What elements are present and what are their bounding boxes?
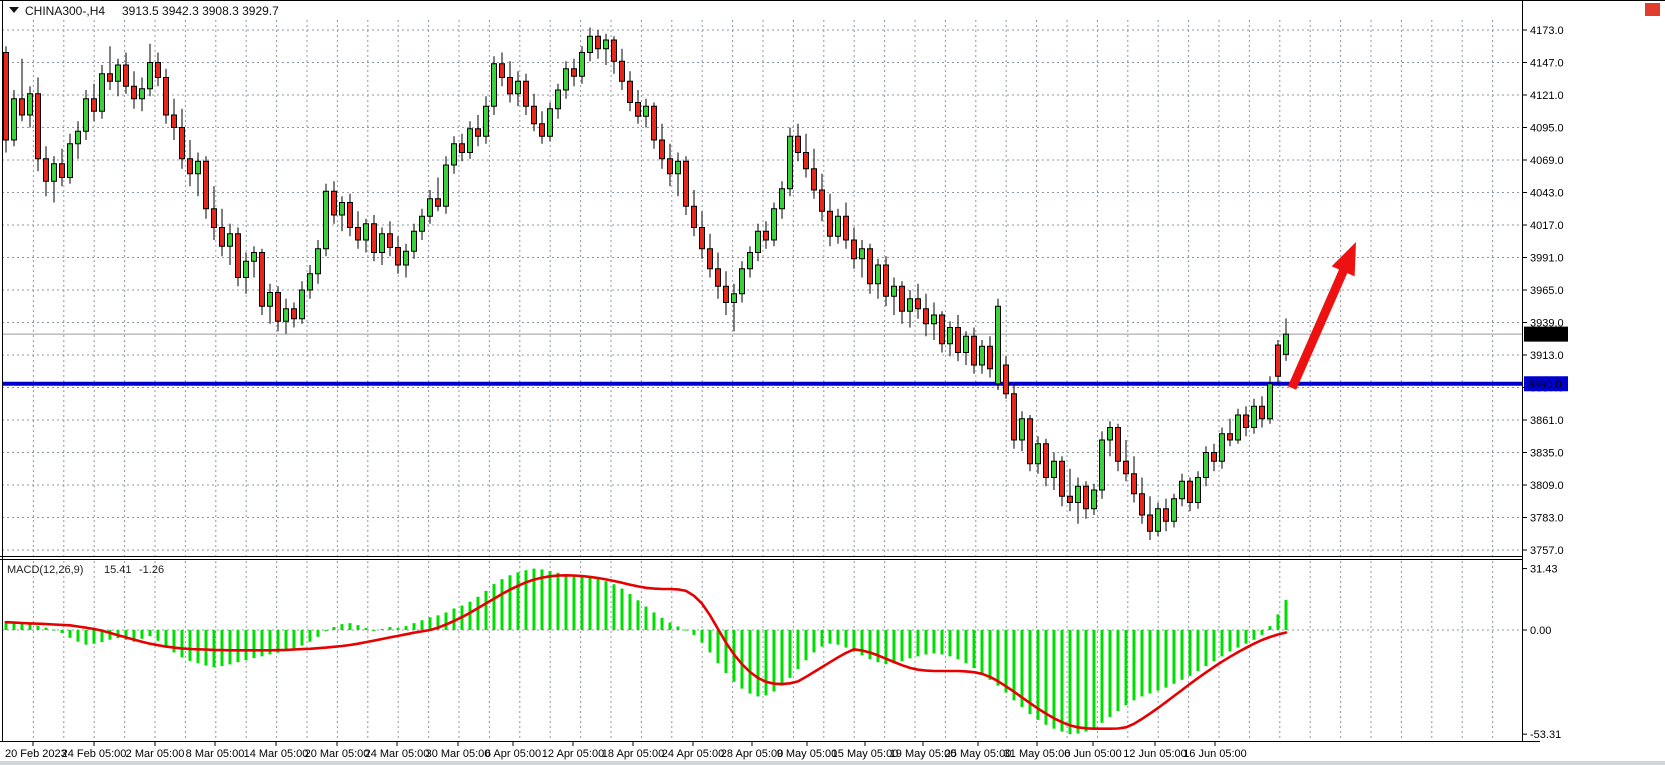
chart-title-ohlc: 3913.5 3942.3 3908.3 3929.7: [122, 4, 279, 18]
time-axis-label: 14 Mar 05:00: [244, 748, 309, 760]
time-axis-label: 12 Jun 05:00: [1123, 748, 1187, 760]
time-axis-label: 9 May 05:00: [777, 748, 838, 760]
time-axis-label: 31 May 05:00: [1004, 748, 1071, 760]
svg-text:4147.0: 4147.0: [1530, 58, 1564, 70]
time-axis-label: 6 Apr 05:00: [485, 748, 541, 760]
time-axis-label: 20 Feb 2023: [5, 748, 67, 760]
svg-text:3809.0: 3809.0: [1530, 480, 1564, 492]
bullish-arrow-annotation[interactable]: [1287, 242, 1356, 390]
macd-value: 15.41: [104, 564, 132, 576]
time-axis-label: 12 Apr 05:00: [542, 748, 604, 760]
time-axis-label: 8 Mar 05:00: [186, 748, 245, 760]
time-axis-label: 28 Apr 05:00: [721, 748, 783, 760]
svg-text:3965.0: 3965.0: [1530, 285, 1564, 297]
svg-text:3835.0: 3835.0: [1530, 448, 1564, 460]
svg-text:3939.0: 3939.0: [1530, 318, 1564, 330]
svg-text:0.00: 0.00: [1530, 625, 1551, 637]
svg-text:3783.0: 3783.0: [1530, 513, 1564, 525]
svg-text:3991.0: 3991.0: [1530, 253, 1564, 265]
time-axis-label: 19 May 05:00: [890, 748, 957, 760]
time-axis-label: 24 Apr 05:00: [662, 748, 724, 760]
symbol-dropdown-icon[interactable]: [9, 7, 19, 13]
time-axis-label: 20 Mar 05:00: [305, 748, 370, 760]
time-axis-label: 16 Jun 05:00: [1183, 748, 1247, 760]
svg-text:3757.0: 3757.0: [1530, 545, 1564, 557]
macd-indicator-pane[interactable]: [4, 568, 1288, 735]
time-axis-label: 2 Mar 05:00: [126, 748, 185, 760]
svg-text:3929.7: 3929.7: [1528, 329, 1562, 341]
current-price-label: [1524, 326, 1568, 342]
svg-text:3913.0: 3913.0: [1530, 350, 1564, 362]
svg-text:4043.0: 4043.0: [1530, 188, 1564, 200]
time-axis-label: 18 Apr 05:00: [602, 748, 664, 760]
macd-indicator-label: MACD(12,26,9): [7, 564, 83, 576]
corner-marker: [1645, 3, 1660, 16]
time-axis-label: 24 Mar 05:00: [365, 748, 430, 760]
time-axis-label: 24 Feb 05:00: [62, 748, 127, 760]
time-axis-label: 25 May 05:00: [945, 748, 1012, 760]
grid-layer: [2, 20, 1522, 741]
svg-text:4095.0: 4095.0: [1530, 123, 1564, 135]
svg-text:3890.0: 3890.0: [1528, 379, 1562, 391]
svg-text:-53.31: -53.31: [1530, 729, 1561, 741]
svg-text:31.43: 31.43: [1530, 564, 1558, 576]
time-axis-label: 15 May 05:00: [832, 748, 899, 760]
time-axis-label: 6 Jun 05:00: [1064, 748, 1122, 760]
arrow-head: [1331, 242, 1356, 277]
macd-signal-value: -1.26: [139, 564, 164, 576]
svg-text:3861.0: 3861.0: [1530, 415, 1564, 427]
hline-price-label: [1524, 376, 1568, 392]
svg-text:4017.0: 4017.0: [1530, 220, 1564, 232]
time-axis-label: 30 Mar 05:00: [426, 748, 491, 760]
chart-title-symbol: CHINA300-,H4: [25, 4, 105, 18]
price-axis[interactable]: 4173.0 4147.0 4121.0 4095.0 4069.0 4043.0 4017…: [1522, 25, 1568, 741]
candlestick-series: [3, 27, 1289, 540]
svg-text:4173.0: 4173.0: [1530, 25, 1564, 37]
macd-signal-line: [4, 573, 1288, 731]
svg-text:4121.0: 4121.0: [1530, 90, 1564, 102]
svg-text:4069.0: 4069.0: [1530, 155, 1564, 167]
